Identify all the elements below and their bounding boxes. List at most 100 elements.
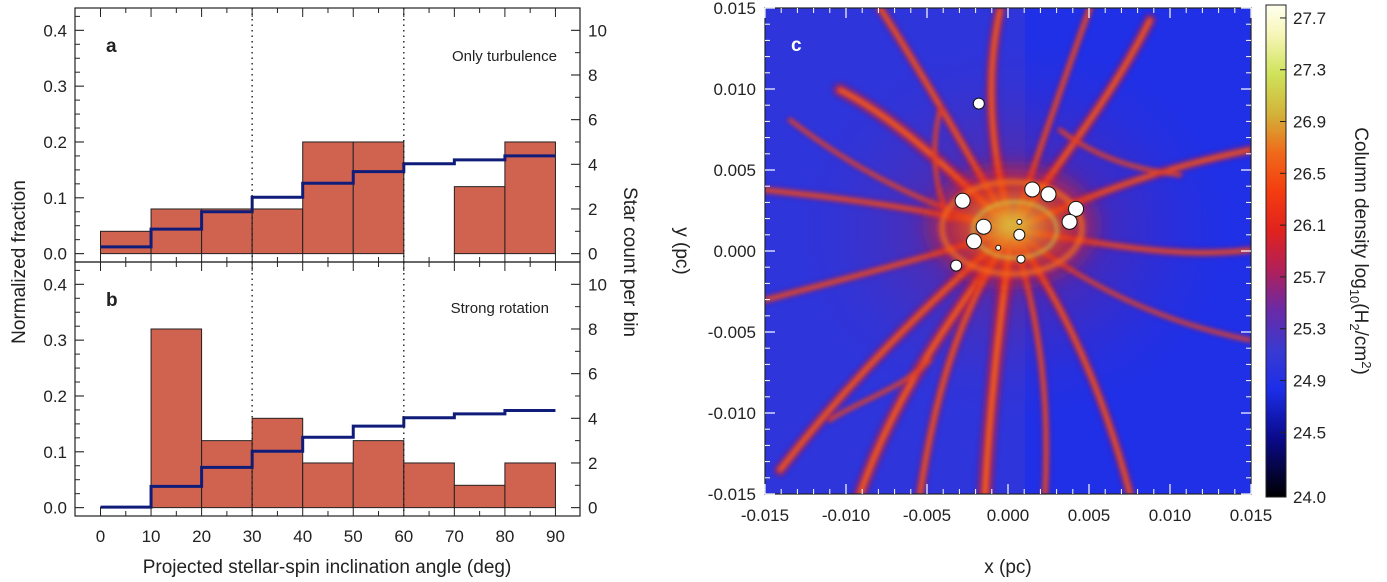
panel-c-y-axis-label: y (pc) — [671, 227, 692, 275]
map-y-tick-label: 0.000 — [713, 242, 756, 261]
histogram-bar — [150, 328, 203, 509]
histogram-bar — [201, 440, 253, 509]
panel-c: -0.015 -0.010 -0.005 0.000 0.005 0.010 0.015 -0… — [671, 0, 1272, 578]
sink-particle-star — [950, 259, 963, 272]
x-tick-label: 60 — [394, 527, 413, 546]
panel-b: 0.0 0.1 0.2 0.3 0.4 0 2 4 6 8 10 0 10 20 30 40 50 60 70 80 9… — [43, 261, 607, 546]
colorbar-tick-label: 27.7 — [1293, 9, 1326, 28]
left-y-tick-label: 0.4 — [43, 275, 67, 294]
map-x-tick-label: -0.010 — [822, 506, 870, 525]
sink-particle-star — [1024, 181, 1041, 198]
histogram-bar — [352, 141, 405, 255]
colorbar-tick-label: 25.7 — [1293, 268, 1326, 287]
x-tick-label: 10 — [142, 527, 161, 546]
left-y-tick-label: 0.0 — [43, 245, 67, 264]
left-y-axis-label: Normalized fraction — [9, 180, 30, 344]
histogram-bar — [302, 462, 354, 509]
histogram-bar — [302, 141, 354, 255]
map-x-tick-label: 0.000 — [987, 506, 1030, 525]
right-y-tick-label: 4 — [588, 155, 597, 174]
colorbar-tick-label: 25.3 — [1293, 320, 1326, 339]
panel-b-step-line — [100, 408, 556, 509]
x-tick-label: 50 — [344, 527, 363, 546]
cumulative-step-line — [100, 154, 556, 249]
left-y-tick-label: 0.2 — [43, 387, 67, 406]
histogram-bar — [453, 186, 506, 255]
panel-c-x-axis-label: x (pc) — [984, 557, 1032, 578]
right-y-tick-label: 10 — [588, 21, 607, 40]
panel-a-annotation: Only turbulence — [452, 48, 557, 65]
sink-particle-star — [972, 97, 985, 110]
panel-b-annotation: Strong rotation — [451, 300, 549, 317]
map-x-tick-label: 0.015 — [1230, 506, 1273, 525]
histogram-bar — [201, 208, 253, 255]
density-map — [765, 8, 1251, 494]
right-y-tick-label: 6 — [588, 365, 597, 384]
colorbar-label: Column density log10(H2/cm2) — [1347, 127, 1374, 375]
panel-a-label: a — [106, 36, 117, 57]
left-y-tick-label: 0.4 — [43, 21, 67, 40]
histogram-bar — [504, 141, 556, 255]
sink-particle-star — [975, 218, 992, 235]
panel-b-label: b — [106, 290, 118, 311]
map-x-tick-label: 0.010 — [1149, 506, 1192, 525]
sink-particle-star — [1068, 200, 1085, 217]
right-y-axis-label: Star count per bin — [619, 187, 640, 337]
x-tick-label: 90 — [546, 527, 565, 546]
panel-a: 0.0 0.1 0.2 0.3 0.4 0 2 4 6 8 10 a Only turbulence — [43, 7, 607, 264]
colorbar-tick-label: 24.5 — [1293, 423, 1326, 442]
sink-particle-star — [1040, 186, 1057, 203]
colorbar-tick-label: 27.3 — [1293, 61, 1326, 80]
panel-a-bars — [100, 141, 556, 255]
x-tick-label: 40 — [293, 527, 312, 546]
colorbar-gradient — [1265, 4, 1287, 498]
x-tick-label: 20 — [192, 527, 211, 546]
colorbar-tick-label: 26.1 — [1293, 216, 1326, 235]
histogram-bar — [251, 417, 304, 509]
left-y-tick-label: 0.3 — [43, 331, 67, 350]
x-tick-label: 0 — [96, 527, 105, 546]
x-axis-label: Projected stellar-spin inclination angle… — [143, 557, 512, 578]
panel-c-label: c — [791, 35, 802, 56]
histogram-bar — [403, 462, 455, 509]
map-x-tick-label: 0.005 — [1068, 506, 1111, 525]
map-x-tick-label: -0.005 — [903, 506, 951, 525]
gas-filament-core — [829, 359, 931, 421]
right-y-tick-label: 10 — [588, 275, 607, 294]
histogram-bar — [150, 208, 203, 255]
x-tick-label: 30 — [243, 527, 262, 546]
right-y-tick-label: 4 — [588, 409, 597, 428]
right-y-tick-label: 0 — [588, 245, 597, 264]
cumulative-step-line — [100, 408, 556, 509]
sink-particle-star — [1013, 228, 1026, 241]
panel-a-step-line — [100, 154, 556, 249]
right-y-tick-label: 2 — [588, 200, 597, 219]
histogram-bar — [251, 208, 304, 255]
x-tick-label: 70 — [445, 527, 464, 546]
left-y-tick-label: 0.3 — [43, 77, 67, 96]
map-y-tick-label: -0.005 — [708, 323, 756, 342]
x-tick-label: 80 — [495, 527, 514, 546]
colorbar-tick-label: 26.9 — [1293, 113, 1326, 132]
histogram-bar — [453, 484, 506, 509]
colorbar-tick-label: 24.9 — [1293, 371, 1326, 390]
colorbar-tick-label: 26.5 — [1293, 164, 1326, 183]
panel-b-bars — [150, 328, 556, 509]
right-y-tick-label: 8 — [588, 320, 597, 339]
left-y-tick-label: 0.1 — [43, 189, 67, 208]
map-y-tick-label: 0.015 — [713, 0, 756, 18]
histogram-bar — [352, 440, 405, 509]
right-y-tick-label: 8 — [588, 66, 597, 85]
sink-particle-star — [995, 244, 1002, 251]
sink-particle-star — [1016, 218, 1023, 225]
map-y-tick-label: 0.010 — [713, 80, 756, 99]
sink-particle-star — [1016, 254, 1026, 264]
left-y-tick-label: 0.1 — [43, 443, 67, 462]
map-y-tick-label: 0.005 — [713, 161, 756, 180]
histogram-bar — [100, 230, 152, 255]
right-y-tick-label: 6 — [588, 111, 597, 130]
colorbar: 24.0 24.5 24.9 25.3 25.7 26.1 26.5 26.9 27.3 27.7… — [1265, 4, 1374, 507]
left-y-tick-label: 0.0 — [43, 499, 67, 518]
left-y-tick-label: 0.2 — [43, 133, 67, 152]
